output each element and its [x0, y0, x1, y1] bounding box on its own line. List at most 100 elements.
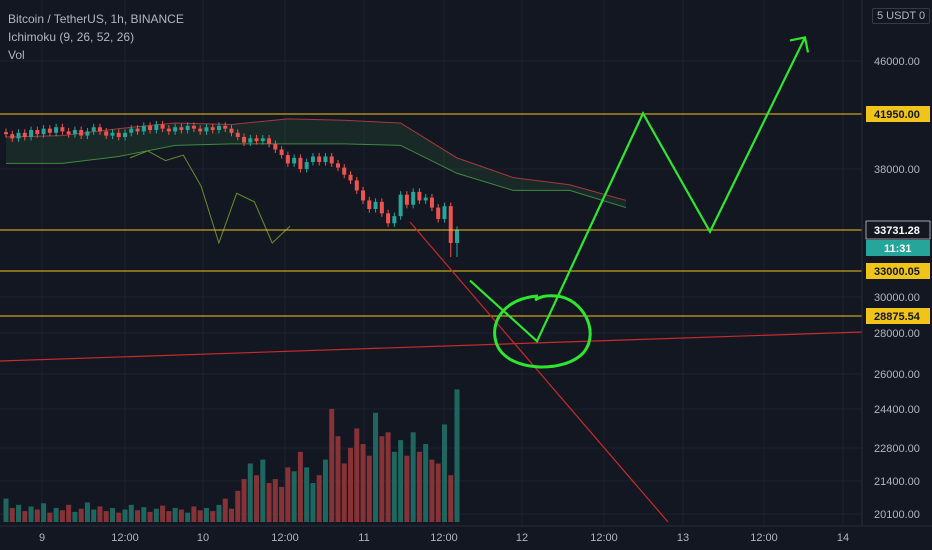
volume-bar — [160, 505, 166, 522]
volume-bar — [166, 511, 172, 522]
x-tick-label: 12:00 — [590, 532, 618, 544]
volume-bar — [28, 506, 34, 522]
volume-bar — [291, 471, 297, 522]
volume-bar — [391, 451, 397, 522]
grid — [0, 0, 862, 526]
candle — [47, 128, 52, 133]
candle — [72, 130, 77, 135]
drawn-lines[interactable] — [0, 113, 863, 523]
volume-bar — [285, 467, 291, 522]
currency-badge[interactable]: 5 USDT 0 — [872, 8, 931, 24]
candle — [292, 157, 297, 164]
candle — [373, 201, 378, 210]
volume-label[interactable]: Vol — [8, 48, 25, 62]
volume-bar — [34, 509, 40, 522]
candle — [79, 130, 84, 136]
volume-bar — [297, 451, 303, 522]
volume-bar — [410, 432, 416, 522]
volume-bar — [348, 447, 354, 522]
volume-bar — [41, 503, 47, 522]
candle — [329, 156, 334, 164]
candle — [229, 128, 234, 133]
time-axis-bg — [0, 526, 932, 550]
candle — [455, 230, 459, 243]
candle — [260, 138, 265, 142]
candle — [97, 127, 102, 132]
candle — [141, 125, 146, 132]
current-price-label: 33731.28 — [874, 225, 920, 237]
volume-bars — [3, 389, 460, 522]
x-tick-label: 12:00 — [111, 532, 139, 544]
candle — [254, 138, 259, 142]
candle — [116, 132, 121, 137]
candle — [210, 127, 215, 131]
candle — [16, 132, 21, 139]
level-tag-box — [866, 263, 930, 279]
candle — [166, 128, 171, 132]
volume-bar — [59, 510, 65, 522]
candle — [204, 127, 209, 132]
price-level-tags: 41950.00 33731.28 11:31 33000.05 28875.54 — [865, 106, 931, 324]
candle — [298, 157, 303, 169]
candle — [10, 134, 15, 139]
volume-bar — [135, 510, 141, 522]
volume-bar — [435, 463, 441, 522]
volume-bar — [178, 509, 184, 522]
projection-path[interactable] — [469, 36, 810, 369]
candle — [429, 197, 434, 208]
ichimoku-label[interactable]: Ichimoku (9, 26, 52, 26) — [8, 30, 135, 44]
candle — [285, 155, 290, 164]
x-tick-label: 11 — [358, 532, 369, 544]
candle — [123, 132, 128, 137]
x-tick-label: 12:00 — [750, 532, 778, 544]
candle — [348, 174, 353, 181]
volume-bar — [210, 511, 216, 522]
chart-legend: Bitcoin / TetherUS, 1h, BINANCE Ichimoku… — [8, 10, 184, 64]
volume-bar — [366, 455, 372, 522]
candle — [4, 132, 8, 135]
candle — [267, 138, 272, 144]
volume-bar — [191, 506, 197, 522]
volume-bar — [441, 424, 447, 522]
volume-bar — [109, 507, 115, 522]
level-tag-label: 33000.05 — [874, 266, 920, 278]
volume-bar — [266, 483, 272, 522]
y-tick-label: 24400.00 — [874, 404, 920, 416]
volume-bar — [423, 444, 429, 522]
candle — [379, 201, 384, 214]
projection-arrowhead — [789, 36, 810, 53]
candle — [392, 216, 397, 224]
volume-bar — [404, 455, 410, 522]
x-tick-label: 10 — [197, 532, 209, 544]
y-tick-label: 21400.00 — [874, 476, 920, 488]
x-tick-label: 9 — [39, 532, 45, 544]
x-tick-label: 12:00 — [271, 532, 299, 544]
candle — [436, 207, 441, 220]
volume-bar — [304, 467, 310, 522]
candle — [335, 163, 340, 168]
y-tick-label: 38000.00 — [874, 164, 920, 176]
volume-bar — [128, 504, 134, 522]
candle — [279, 149, 284, 156]
current-price-box — [865, 220, 931, 240]
candle — [404, 194, 409, 205]
symbol-title[interactable]: Bitcoin / TetherUS, 1h, BINANCE — [8, 12, 184, 26]
x-tick-label: 14 — [837, 532, 849, 544]
candle — [60, 127, 65, 132]
volume-bar — [97, 506, 103, 522]
volume-bar — [335, 436, 341, 522]
volume-bar — [235, 490, 241, 522]
support-line — [0, 331, 863, 362]
volume-bar — [229, 508, 234, 522]
candle — [417, 191, 422, 201]
candle — [273, 143, 278, 150]
volume-bar — [103, 511, 109, 522]
volume-bar — [16, 504, 22, 522]
volume-bar — [22, 511, 28, 522]
volume-bar — [454, 389, 460, 522]
candle — [304, 162, 309, 169]
x-tick-label: 13 — [677, 532, 689, 544]
